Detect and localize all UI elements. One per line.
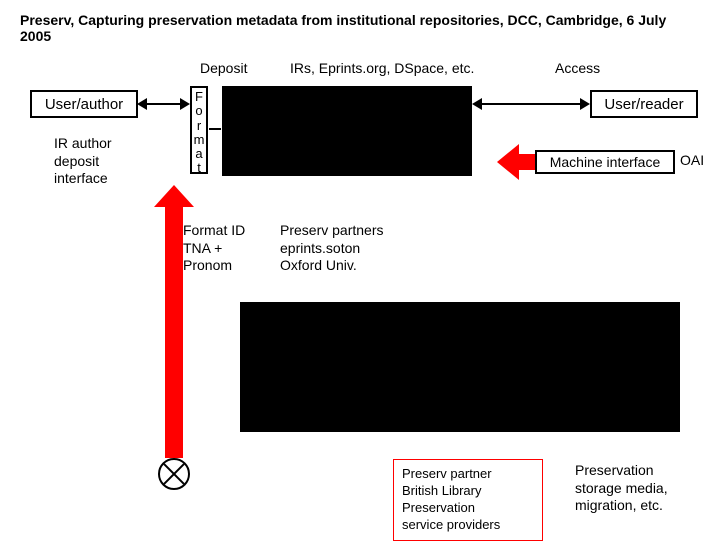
preservation-note: Preservation storage media, migration, e…	[575, 462, 668, 515]
arrowhead-icon	[137, 98, 147, 110]
arrowhead-icon	[472, 98, 482, 110]
red-arrow-vertical	[165, 205, 183, 458]
user-reader-box: User/reader	[590, 90, 698, 118]
circle-x-icon	[158, 458, 190, 490]
ir-block	[222, 86, 472, 176]
preservation-block	[240, 302, 680, 432]
arrow-format-ir	[209, 128, 221, 130]
col-irs: IRs, Eprints.org, DSpace, etc.	[290, 60, 474, 76]
preserv-partner-box: Preserv partner British Library Preserva…	[393, 459, 543, 541]
format-letter: F	[193, 90, 205, 104]
format-box: F o r m a t	[190, 86, 208, 174]
page-title: Preserv, Capturing preservation metadata…	[20, 12, 700, 44]
partners-label: Preserv partners eprints.soton Oxford Un…	[280, 222, 383, 275]
format-letter: t	[193, 161, 205, 175]
format-id-label: Format ID TNA + Pronom	[183, 222, 245, 275]
format-letter: a	[193, 147, 205, 161]
ir-author-label: IR author deposit interface	[54, 135, 112, 188]
oai-label: OAI	[680, 152, 704, 170]
arrowhead-icon	[580, 98, 590, 110]
user-author-box: User/author	[30, 90, 138, 118]
machine-interface-box: Machine interface	[535, 150, 675, 174]
red-arrow-machine	[517, 154, 535, 170]
format-letter: m	[193, 133, 205, 147]
red-arrowhead-icon	[497, 144, 519, 180]
format-letter: r	[193, 119, 205, 133]
col-access: Access	[555, 60, 600, 76]
red-arrowhead-up-icon	[154, 185, 194, 207]
col-deposit: Deposit	[200, 60, 247, 76]
arrow-ir-reader	[474, 103, 588, 105]
format-letter: o	[193, 104, 205, 118]
arrowhead-icon	[180, 98, 190, 110]
